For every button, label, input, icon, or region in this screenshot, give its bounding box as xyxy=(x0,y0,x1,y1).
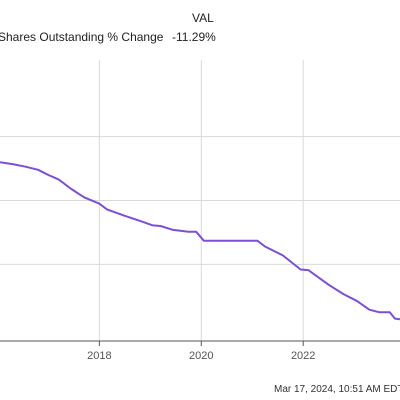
legend-header: VAL xyxy=(192,11,214,25)
series-line-shares-outstanding xyxy=(0,161,400,321)
legend: VAL Shares Outstanding % Change -11.29% xyxy=(0,11,216,44)
x-tick-label: 2018 xyxy=(87,350,111,362)
legend-series-value: -11.29% xyxy=(172,30,216,44)
gridlines xyxy=(0,60,400,341)
x-tick-label: 2020 xyxy=(189,350,213,362)
series-layer xyxy=(0,161,400,321)
x-tick-label: 2022 xyxy=(291,350,315,362)
footer-timestamp: Mar 17, 2024, 10:51 AM EDT Pow xyxy=(274,384,400,395)
x-ticks: 2018 2020 2022 xyxy=(87,341,315,362)
legend-series-label: Shares Outstanding % Change xyxy=(0,30,164,44)
